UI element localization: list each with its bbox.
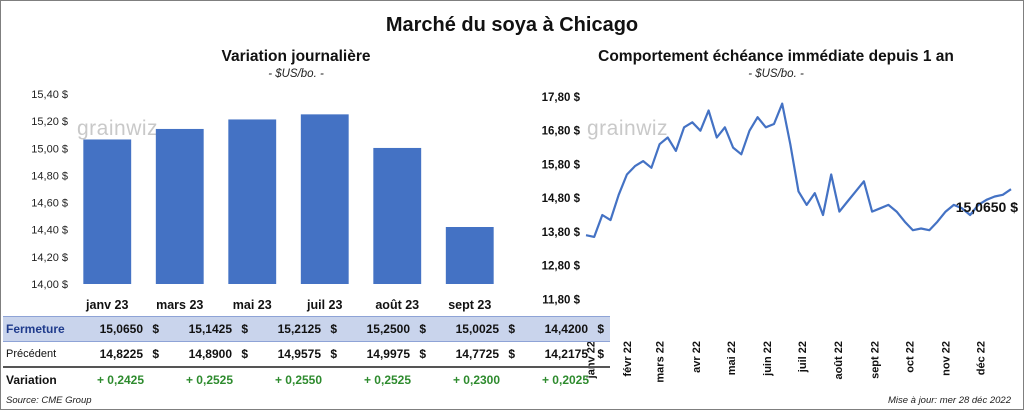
table-row-variation: Variation + 0,2425 + 0,2525 + 0,2550 + 0… [3, 367, 610, 392]
currency-cell: $ [412, 316, 432, 342]
currency-cell: $ [234, 341, 254, 368]
x-tick-label: déc 22 [976, 341, 988, 375]
table-row-fermeture: Fermeture 15,0650 $ 15,1425 $ 15,2125 $ … [3, 316, 610, 342]
bar-chart-title: Variation journalière [221, 48, 371, 65]
x-tick-label: août 22 [833, 341, 845, 380]
variation-cell: + 0,2425 [96, 373, 145, 387]
table-cell: 14,7725 [432, 341, 501, 368]
x-tick-label: août 23 [375, 298, 419, 312]
table-row-precedent: Précédent 14,8225 $ 14,8900 $ 14,9575 $ … [3, 341, 610, 368]
line-chart-title: Comportement échéance immédiate depuis 1… [598, 48, 954, 65]
y-tick-label: 15,80 $ [542, 159, 581, 171]
currency-cell: $ [234, 316, 254, 342]
currency-cell: $ [590, 316, 610, 342]
table-cell: 14,9975 [343, 341, 412, 368]
bar-chart: 14,00 $ 14,20 $ 14,40 $ 14,60 $ 14,80 $ 15,00… [31, 89, 494, 312]
x-tick-label: févr 22 [622, 341, 634, 376]
x-tick-label: juil 23 [306, 298, 342, 312]
variation-cell: + 0,2525 [185, 373, 234, 387]
row-label: Variation [6, 373, 57, 387]
watermark-logo-left: grainwiz [77, 117, 159, 140]
y-tick-label: 14,80 $ [31, 170, 68, 182]
y-tick-label: 11,80 $ [542, 294, 580, 306]
x-tick-label: juil 22 [797, 341, 809, 373]
bar [155, 128, 204, 284]
y-tick-label: 14,60 $ [31, 198, 68, 210]
table-cell: 14,4200 [521, 316, 590, 342]
x-tick-label: mars 23 [156, 298, 203, 312]
last-value-label: 15,0650 $ [956, 199, 1018, 215]
currency-cell: $ [323, 316, 343, 342]
currency-cell: $ [145, 341, 165, 368]
table-cell: 14,8225 [76, 341, 145, 368]
y-tick-label: 13,80 $ [542, 227, 581, 239]
currency-cell: $ [412, 341, 432, 368]
x-tick-label: mars 22 [655, 341, 667, 383]
table-cell: 14,9575 [254, 341, 323, 368]
bar [373, 147, 422, 284]
y-tick-label: 15,40 $ [31, 89, 68, 101]
x-tick-label: avr 22 [691, 341, 703, 373]
y-tick-label: 14,80 $ [542, 193, 581, 205]
row-label: Fermeture [3, 316, 76, 342]
update-note: Mise à jour: mer 28 déc 2022 [887, 395, 1011, 406]
y-tick-label: 17,80 $ [542, 92, 581, 104]
x-tick-label: mai 23 [233, 298, 272, 312]
line-chart-unit: - $US/bo. - [748, 68, 804, 80]
bar [228, 119, 277, 284]
bar [445, 227, 494, 284]
currency-cell: $ [501, 341, 521, 368]
x-tick-label: nov 22 [941, 341, 953, 376]
y-tick-label: 14,20 $ [31, 252, 68, 264]
x-tick-label: sept 23 [448, 298, 491, 312]
y-tick-label: 16,80 $ [542, 126, 581, 138]
x-tick-label: mai 22 [726, 341, 738, 375]
y-tick-label: 15,20 $ [31, 116, 68, 128]
currency-cell: $ [323, 341, 343, 368]
variation-cell: + 0,2300 [452, 373, 501, 387]
currency-cell: $ [590, 341, 610, 368]
table-cell: 15,0650 [76, 316, 145, 342]
bar-chart-unit: - $US/bo. - [268, 68, 324, 80]
y-tick-label: 14,00 $ [31, 279, 68, 291]
values-table: Fermeture 15,0650 $ 15,1425 $ 15,2125 $ … [3, 316, 610, 392]
x-tick-label: sept 22 [869, 341, 881, 379]
x-tick-label: janv 23 [85, 298, 128, 312]
variation-cell: + 0,2525 [363, 373, 412, 387]
table-cell: 14,2175 [521, 341, 590, 368]
bar [300, 114, 349, 284]
table-cell: 15,0025 [432, 316, 501, 342]
variation-cell: + 0,2025 [541, 373, 590, 387]
y-tick-label: 12,80 $ [542, 261, 581, 273]
source-note: Source: CME Group [6, 395, 92, 406]
table-cell: 15,2125 [254, 316, 323, 342]
table-cell: 14,8900 [165, 341, 234, 368]
currency-cell: $ [145, 316, 165, 342]
x-tick-label: oct 22 [904, 341, 916, 373]
price-line [585, 102, 1012, 238]
x-tick-label: juin 22 [762, 341, 774, 377]
row-label: Précédent [3, 341, 76, 368]
variation-cell: + 0,2550 [274, 373, 323, 387]
watermark-logo-right: grainwiz [587, 117, 669, 140]
table-cell: 15,2500 [343, 316, 412, 342]
bar [83, 139, 132, 284]
currency-cell: $ [501, 316, 521, 342]
y-tick-label: 14,40 $ [31, 225, 68, 237]
main-title: Marché du soya à Chicago [385, 14, 639, 36]
y-tick-label: 15,00 $ [31, 143, 68, 155]
table-cell: 15,1425 [165, 316, 234, 342]
